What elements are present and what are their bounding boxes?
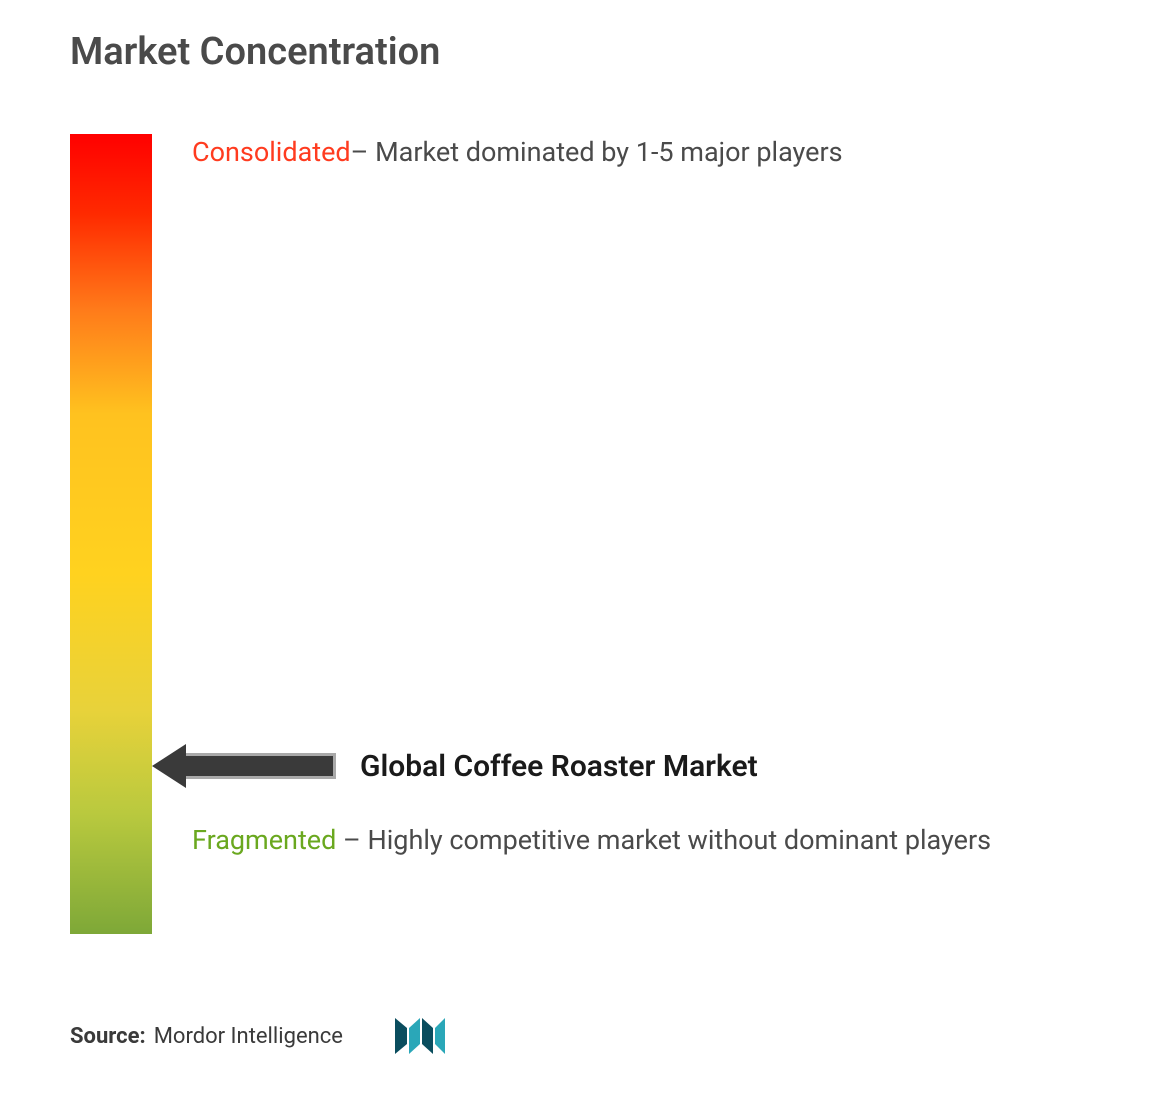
- marker-label: Global Coffee Roaster Market: [360, 749, 758, 784]
- consolidated-key: Consolidated: [192, 136, 351, 168]
- marker-arrow: [152, 744, 336, 788]
- market-marker: Global Coffee Roaster Market: [192, 744, 1096, 788]
- labels-area: Consolidated– Market dominated by 1-5 ma…: [192, 134, 1096, 934]
- fragmented-annotation: Fragmented – Highly competitive market w…: [192, 818, 1056, 864]
- consolidated-desc: – Market dominated by 1-5 major players: [351, 136, 843, 168]
- consolidated-annotation: Consolidated– Market dominated by 1-5 ma…: [192, 134, 1096, 172]
- chart-area: Consolidated– Market dominated by 1-5 ma…: [70, 134, 1096, 934]
- fragmented-key: Fragmented: [192, 824, 336, 856]
- fragmented-desc: – Highly competitive market without domi…: [336, 824, 991, 856]
- chart-title: Market Concentration: [70, 30, 1096, 74]
- source-label: Source:: [70, 1024, 146, 1049]
- source-row: Source: Mordor Intelligence: [70, 1016, 447, 1056]
- source-value: Mordor Intelligence: [154, 1024, 343, 1049]
- arrow-head-icon: [152, 744, 186, 788]
- mordor-logo-icon: [393, 1016, 447, 1056]
- concentration-gradient-bar: [70, 134, 152, 934]
- arrow-shaft: [186, 753, 336, 779]
